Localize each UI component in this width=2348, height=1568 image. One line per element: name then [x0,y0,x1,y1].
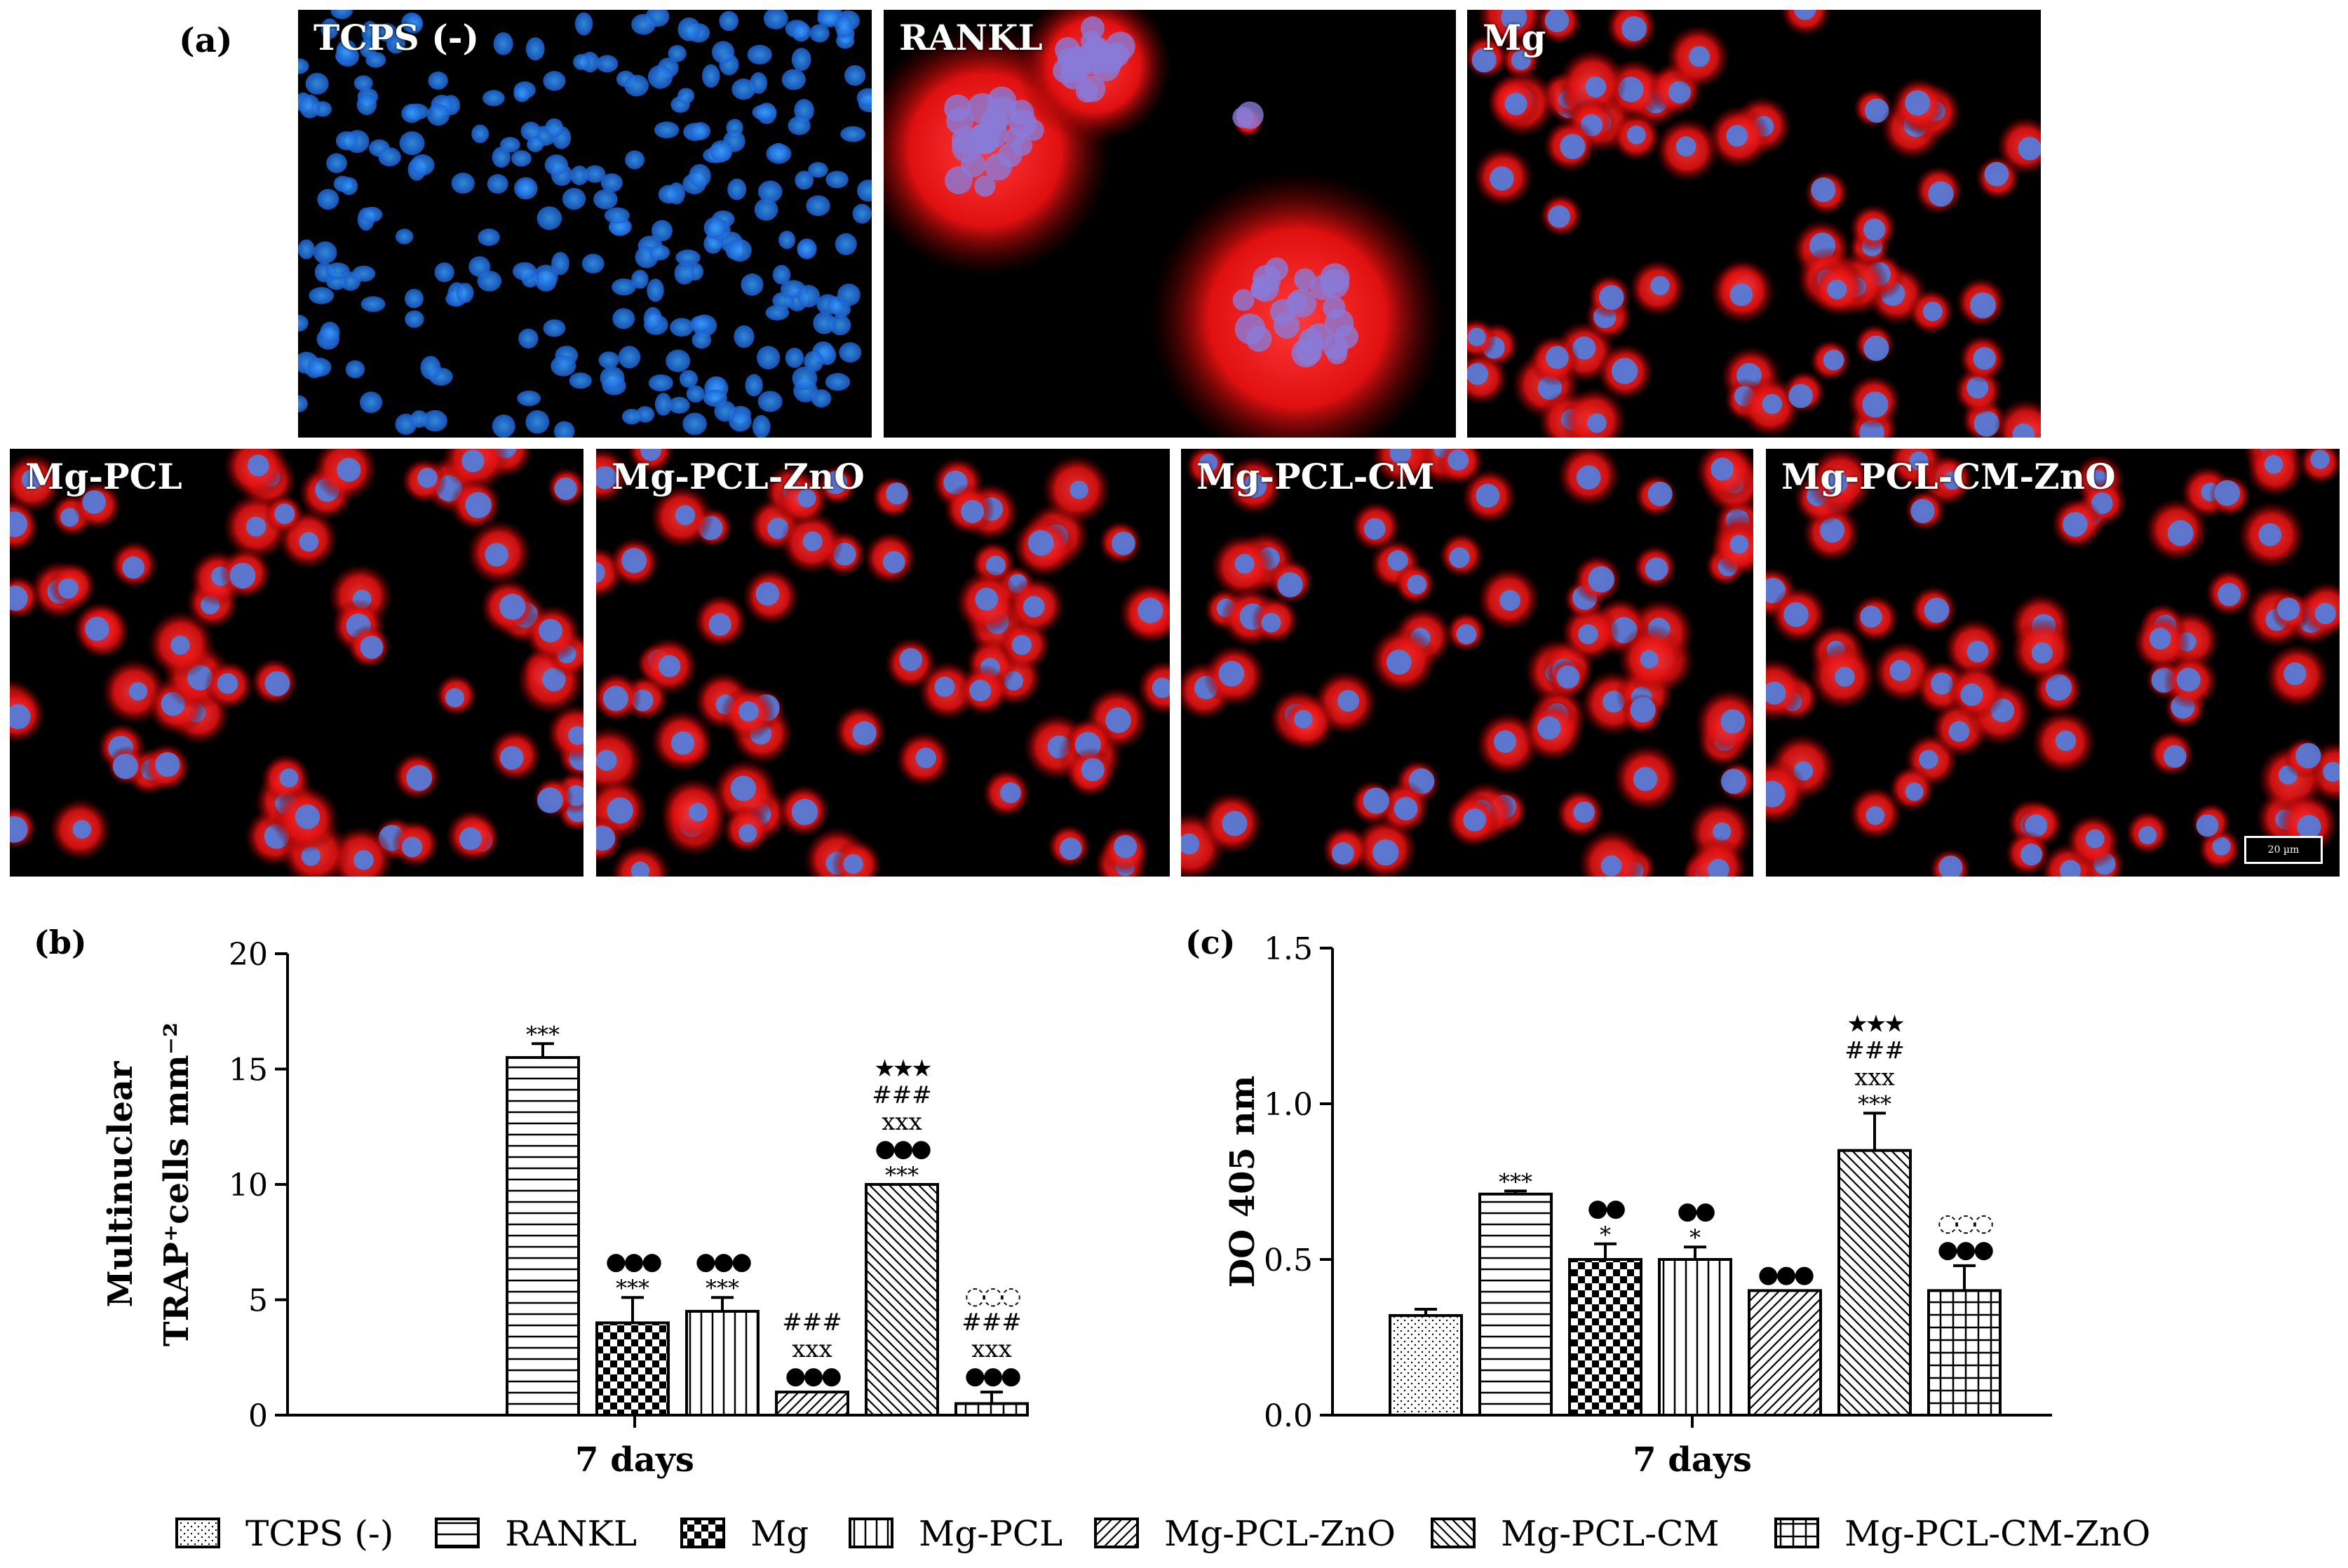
y-tick-label: 5 [248,1283,268,1319]
significance-mark: *** [706,1275,739,1302]
significance-mark: ### [962,1309,1021,1337]
bar [685,1309,760,1417]
legend-swatch [175,1518,220,1548]
significance-mark: ●●● [1757,1260,1813,1288]
legend-swatch [1774,1518,1819,1548]
micrograph-tcps: TCPS (-) [298,10,872,438]
legend-label: Mg-PCL [919,1513,1063,1554]
legend-label: Mg-PCL-ZnO [1164,1513,1396,1554]
bar [1748,1289,1822,1417]
micrograph-mg-pcl-cm: Mg-PCL-CM [1181,449,1753,877]
y-tick-label: 0 [248,1398,268,1434]
y-tick-label: 10 [229,1168,268,1203]
significance-mark: ### [872,1081,931,1109]
significance-mark: *** [885,1162,919,1189]
y-tick-label: 0.5 [1264,1243,1313,1278]
significance-mark: ◌◌◌ [964,1282,1020,1310]
significance-mark: ●● [1587,1194,1625,1222]
y-axis-label: Multinuclear [101,1061,140,1308]
bar [865,1183,939,1417]
micrograph-mg-pcl-image [10,449,583,877]
bar [1927,1289,2002,1417]
y-tick-label: 0.0 [1264,1398,1313,1434]
x-axis-label: 7 days [1633,1440,1752,1480]
significance-mark: ●●● [605,1248,661,1276]
significance-mark: ●●● [964,1362,1020,1390]
micrograph-mg-pcl: Mg-PCL [10,449,583,877]
significance-mark: ### [782,1309,842,1337]
chart-panel-letter: (b) [34,924,87,961]
x-axis-label: 7 days [575,1440,694,1480]
significance-mark: * [1600,1222,1611,1248]
micrograph-label: RANKL [899,17,1043,58]
micrograph-mg-image [1467,10,2041,438]
y-tick-label: 1.5 [1264,931,1313,967]
bar [1568,1258,1642,1417]
scale-bar: 20 µm [2244,836,2323,864]
significance-mark: xxx [1854,1063,1895,1091]
micrograph-rankl: RANKL [884,10,1456,438]
legend-label: Mg [750,1513,809,1554]
micrograph-label: Mg-PCL-ZnO [612,456,865,497]
significance-mark: ★★★ [1847,1010,1904,1038]
micrograph-tcps-image [298,10,872,438]
legend-swatch [1094,1518,1139,1548]
chart-panel-letter: (c) [1185,924,1236,961]
bar [775,1391,849,1417]
legend-swatch [680,1518,725,1548]
significance-mark: *** [1499,1168,1532,1195]
significance-mark: ●●● [695,1248,750,1276]
micrograph-mg-pcl-zno: Mg-PCL-ZnO [596,449,1170,877]
legend: TCPS (-) RANKL Mg Mg-PCL Mg-PCL-ZnO Mg-PCL-CM… [175,1508,2279,1564]
significance-mark: ●●● [1937,1236,1992,1264]
significance-mark: ### [1844,1036,1904,1065]
bar [1658,1258,1732,1417]
micrograph-mg-pcl-cm-zno: Mg-PCL-CM-ZnO 20 µm [1766,449,2340,877]
micrograph-rankl-image [884,10,1456,438]
y-tick-label: 1.0 [1264,1087,1313,1123]
bar [1837,1149,1912,1417]
significance-mark: xxx [882,1108,922,1136]
bar [1478,1192,1553,1417]
significance-mark: ◌◌◌ [1937,1209,1992,1237]
significance-mark: xxx [792,1335,832,1363]
legend-label: TCPS (-) [245,1513,394,1554]
micrograph-label: TCPS (-) [313,17,480,58]
significance-mark: xxx [971,1335,1012,1363]
legend-label: Mg-PCL-CM [1501,1513,1720,1554]
bar [954,1402,1029,1417]
y-axis-label: DO 405 nm [1223,1076,1262,1288]
legend-label: Mg-PCL-CM-ZnO [1844,1513,2151,1554]
significance-mark: * [1689,1224,1701,1251]
significance-mark: ●● [1677,1197,1715,1225]
y-axis-label: TRAP⁺cells mm⁻² [157,1022,196,1346]
significance-mark: *** [526,1021,560,1048]
significance-mark: *** [616,1275,649,1302]
panel-a-letter: (a) [179,21,233,60]
legend-swatch [435,1518,480,1548]
micrograph-mg-pcl-zno-image [596,449,1170,877]
chart-b: (b) 0 5 10 15 20 7 days Multinuclear TRAP⁺cells … [34,924,1029,1480]
micrograph-label: Mg [1483,17,1546,58]
micrograph-mg: Mg [1467,10,2041,438]
bar [595,1321,670,1417]
legend-swatch [849,1518,893,1548]
micrograph-label: Mg-PCL [25,456,182,497]
micrograph-label: Mg-PCL-CM-ZnO [1781,456,2116,497]
micrograph-mg-pcl-cm-image [1181,449,1753,877]
significance-mark: ★★★ [874,1055,931,1083]
micrograph-mg-pcl-cm-zno-image [1766,449,2340,877]
y-tick-label: 20 [229,937,268,973]
legend-label: RANKL [505,1513,637,1554]
micrograph-label: Mg-PCL-CM [1196,456,1435,497]
significance-mark: ●●● [875,1135,930,1163]
scale-bar-label: 20 µm [2267,844,2300,856]
bar [506,1056,580,1417]
significance-mark: ●●● [785,1362,840,1390]
significance-mark: *** [1858,1090,1891,1117]
legend-swatch [1431,1518,1476,1548]
y-tick-label: 15 [229,1053,268,1088]
bar [1389,1313,1463,1417]
